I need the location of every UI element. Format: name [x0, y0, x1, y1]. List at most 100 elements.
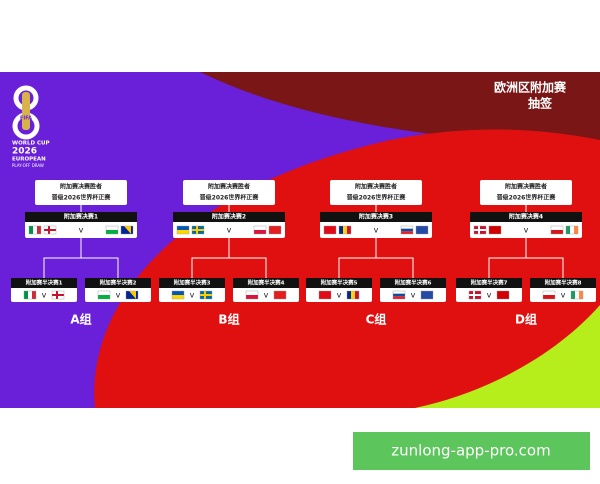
- final-title: 附加赛决赛4: [509, 213, 543, 221]
- final-header: [25, 212, 137, 222]
- final-header: [173, 212, 285, 222]
- flag: [416, 226, 428, 234]
- flag: [177, 230, 189, 234]
- semi-title: 附加赛半决赛1: [26, 279, 63, 287]
- semi-header: [11, 278, 77, 288]
- title: 欧洲区附加赛: [494, 80, 567, 95]
- flag: [551, 226, 563, 230]
- flag-border: [420, 290, 434, 300]
- versus: v: [411, 291, 416, 300]
- flag-border: [191, 225, 205, 235]
- flag: [543, 295, 555, 299]
- flag: [489, 226, 501, 234]
- flag: [575, 291, 579, 299]
- flag: [347, 226, 351, 234]
- winner-box: [480, 180, 572, 205]
- flag: [33, 226, 37, 234]
- semi-title: 附加赛半决赛8: [545, 279, 582, 287]
- flag-border: [105, 225, 119, 235]
- flag: [200, 294, 212, 296]
- flag: [401, 231, 413, 234]
- semi-title: 附加赛半决赛6: [395, 279, 432, 287]
- semi-title: 附加赛半决赛3: [174, 279, 211, 287]
- flag-border: [51, 290, 65, 300]
- flag: [343, 226, 347, 234]
- winner-text: 附加赛决赛胜者: [355, 183, 397, 191]
- flag-border: [43, 225, 57, 235]
- flag-border: [323, 225, 337, 235]
- group-label: D组: [515, 312, 537, 327]
- versus: v: [264, 291, 269, 300]
- flag-border: [120, 225, 134, 235]
- logo-trophy: [22, 92, 30, 130]
- flag-border: [253, 225, 267, 235]
- flag: [106, 226, 118, 230]
- connector: [43, 238, 119, 278]
- lime-shape: [415, 305, 600, 408]
- semi-header: [530, 278, 596, 288]
- semi-header: [233, 278, 299, 288]
- group-label: A组: [70, 312, 91, 327]
- flag: [497, 291, 509, 299]
- versus: v: [487, 291, 492, 300]
- flag: [393, 296, 405, 299]
- flag-border: [468, 290, 482, 300]
- flag: [474, 229, 486, 231]
- semi-title: 附加赛半决赛7: [471, 279, 508, 287]
- winner-box: [330, 180, 422, 205]
- logo-text: EUROPEAN: [12, 157, 46, 163]
- winner-text: 附加赛决赛胜者: [208, 183, 250, 191]
- flag-border: [415, 225, 429, 235]
- versus: v: [524, 226, 529, 235]
- flag-border: [496, 290, 510, 300]
- flag: [126, 291, 138, 299]
- semi-header: [306, 278, 372, 288]
- flag: [324, 226, 336, 234]
- flag-border: [125, 290, 139, 300]
- flag-border: [473, 225, 487, 235]
- flag: [351, 291, 355, 299]
- connector: [191, 238, 267, 278]
- flag-border: [392, 290, 406, 300]
- winner-text: 晋级2026世界杯正赛: [52, 194, 112, 202]
- versus: v: [79, 226, 84, 235]
- flag: [52, 294, 64, 296]
- logo-text: PLAY-OFF DRAW: [12, 163, 44, 168]
- flag: [28, 291, 32, 299]
- flag-border: [565, 225, 579, 235]
- final-title: 附加赛决赛3: [359, 213, 393, 221]
- winner-box: [183, 180, 275, 205]
- watermark: zunlong-app-pro.com: [391, 442, 550, 460]
- flag: [29, 226, 33, 234]
- flag: [393, 293, 405, 297]
- flag-border: [28, 225, 42, 235]
- flag-border: [488, 225, 502, 235]
- flag: [269, 226, 281, 234]
- flag: [246, 295, 258, 299]
- flag: [543, 291, 555, 295]
- flag: [421, 291, 433, 299]
- final-header: [320, 212, 432, 222]
- flag: [177, 226, 189, 230]
- flag: [254, 226, 266, 230]
- flag-border: [550, 225, 564, 235]
- flag: [192, 229, 204, 231]
- flag-border: [318, 290, 332, 300]
- final-title: 附加赛决赛1: [64, 213, 98, 221]
- versus: v: [227, 226, 232, 235]
- semi-title: 附加赛半决赛4: [248, 279, 285, 287]
- winner-text: 晋级2026世界杯正赛: [497, 194, 557, 202]
- flag: [274, 291, 286, 299]
- versus: v: [42, 291, 47, 300]
- flag: [129, 291, 136, 299]
- flag: [571, 291, 575, 299]
- group-label: B组: [218, 312, 239, 327]
- connector: [488, 238, 564, 278]
- final-header: [470, 212, 582, 222]
- flag: [98, 295, 110, 299]
- flag-border: [171, 290, 185, 300]
- flag: [566, 226, 570, 234]
- flag: [401, 226, 413, 229]
